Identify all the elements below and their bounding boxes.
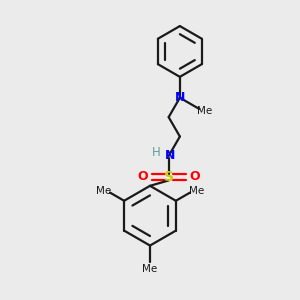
Text: H: H	[152, 146, 161, 159]
Text: Me: Me	[189, 186, 204, 196]
Text: N: N	[165, 149, 175, 162]
Text: Me: Me	[96, 186, 111, 196]
Text: Me: Me	[197, 106, 212, 116]
Text: Me: Me	[142, 264, 158, 274]
Text: N: N	[175, 91, 185, 104]
Text: O: O	[189, 170, 200, 183]
Text: O: O	[137, 170, 148, 183]
Text: S: S	[164, 170, 174, 184]
